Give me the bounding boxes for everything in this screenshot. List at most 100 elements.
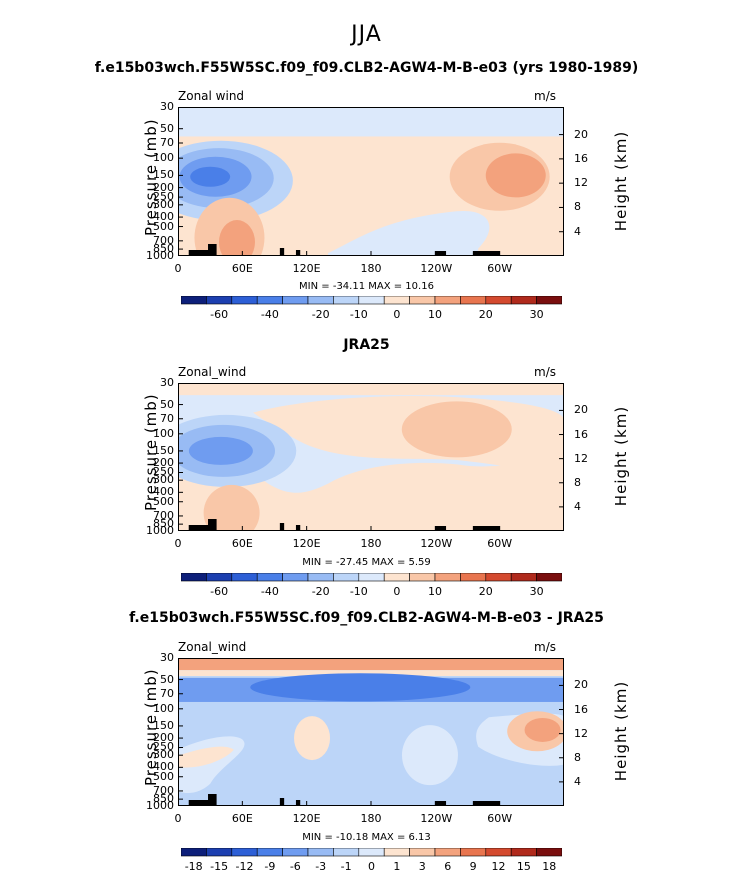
colorbar-tick-label: 20 (479, 585, 493, 598)
colorbar-tick-label: -40 (261, 585, 279, 598)
contour-region (188, 436, 253, 465)
height-tick-label: 8 (574, 750, 581, 764)
colorbar-tick-label: 10 (428, 585, 442, 598)
colorbar-tick-label: -15 (210, 860, 228, 873)
colorbar-swatch (510, 848, 537, 857)
longitude-tick-label: 120E (292, 812, 321, 825)
topography-mask (295, 800, 301, 806)
y-axis-label-pressure: Pressure (mb) (142, 117, 160, 236)
pressure-tick-label: 500 (153, 219, 174, 233)
colorbar-tick-label: -60 (210, 585, 228, 598)
colorbar-tick-label: -3 (315, 860, 326, 873)
colorbar-swatch (282, 296, 309, 305)
colorbar-tick-label: 9 (470, 860, 477, 873)
longitude-tick-label: 180 (360, 537, 382, 550)
pressure-tick-label: 30 (160, 651, 174, 664)
panel-3-min-max: MIN = -10.18 MAX = 6.13 (302, 832, 431, 843)
contour-region (178, 746, 234, 768)
panel-2-units: m/s (534, 365, 556, 379)
colorbar-swatch (231, 848, 258, 857)
topography-mask (472, 801, 500, 806)
colorbar-swatch (460, 296, 487, 305)
colorbar-swatch (485, 848, 512, 857)
panel-1-variable-label: Zonal wind (178, 89, 245, 103)
colorbar-swatch (181, 573, 207, 582)
colorbar-tick-label: 1 (393, 860, 400, 873)
colorbar-tick-label: -10 (350, 585, 368, 598)
colorbar-swatch (358, 848, 385, 857)
y-axis-label-pressure: Pressure (mb) (142, 393, 160, 511)
colorbar-swatch (510, 573, 537, 582)
pressure-tick-label: 700 (153, 783, 174, 797)
y-axis-label-height: Height (km) (612, 405, 630, 507)
colorbar-swatch (434, 573, 461, 582)
colorbar-swatch (307, 296, 334, 305)
pressure-tick-label: 150 (153, 443, 174, 457)
height-tick-label: 16 (574, 702, 588, 716)
y-axis-label-height: Height (km) (612, 680, 630, 782)
pressure-tick-label: 400 (153, 210, 174, 224)
colorbar-tick-label: 12 (492, 860, 506, 873)
colorbar-tick-label: 6 (444, 860, 451, 873)
colorbar-swatch (333, 848, 360, 857)
topography-mask (295, 250, 301, 256)
pressure-tick-label: 50 (160, 121, 174, 135)
height-tick-label: 4 (574, 499, 581, 513)
colorbar-swatch (536, 296, 562, 305)
y-axis-label-height: Height (km) (612, 130, 630, 231)
longitude-tick-label: 120W (420, 812, 453, 825)
colorbar-swatch (206, 573, 233, 582)
pressure-tick-label: 1000 (146, 799, 174, 812)
longitude-tick-label: 60E (231, 812, 253, 825)
colorbar-swatch (434, 848, 461, 857)
contour-region (178, 658, 564, 671)
colorbar-swatch (333, 296, 360, 305)
pressure-tick-label: 100 (153, 701, 174, 715)
pressure-tick-label: 500 (153, 769, 174, 783)
contour-region (190, 166, 231, 187)
topography-mask (188, 250, 216, 256)
pressure-tick-label: 100 (153, 426, 174, 440)
longitude-tick-label: 180 (360, 812, 382, 825)
pressure-tick-label: 1000 (146, 249, 174, 262)
contour-region (178, 454, 564, 531)
colorbar-swatch (485, 296, 512, 305)
height-tick-label: 16 (574, 151, 588, 165)
panel-3-colorbar: -18 -15 -12 -9 -6 -3 -1 0 1 3 6 9 12 15 18 (181, 848, 562, 873)
topography-mask (472, 526, 500, 531)
longitude-tick-label: 180 (360, 262, 382, 275)
colorbar-swatch (536, 573, 562, 582)
colorbar-tick-label: -1 (341, 860, 352, 873)
contour-region (178, 670, 564, 677)
longitude-tick-label: 120W (420, 262, 453, 275)
contour-region (328, 210, 490, 256)
height-tick-label: 12 (574, 176, 588, 190)
panel-1-title: f.e15b03wch.F55W5SC.f09_f09.CLB2-AGW4-M-… (94, 60, 639, 76)
longitude-tick-label: 120W (420, 537, 453, 550)
colorbar-tick-label: -60 (210, 308, 228, 321)
colorbar-tick-label: -20 (312, 308, 330, 321)
contour-region (203, 484, 260, 531)
panel-2-variable-label: Zonal_wind (178, 365, 247, 379)
panel-3-title: f.e15b03wch.F55W5SC.f09_f09.CLB2-AGW4-M-… (129, 610, 604, 626)
height-tick-label: 16 (574, 427, 588, 441)
contour-region (485, 153, 546, 198)
colorbar-swatch (358, 296, 385, 305)
topography-mask (279, 798, 285, 806)
colorbar-swatch (409, 573, 436, 582)
contour-region (401, 725, 458, 786)
colorbar-swatch (333, 573, 360, 582)
pressure-tick-label: 400 (153, 760, 174, 774)
height-tick-label: 4 (574, 774, 581, 788)
longitude-tick-label: 120E (292, 537, 321, 550)
colorbar-swatch (536, 848, 562, 857)
colorbar-swatch (409, 296, 436, 305)
colorbar-tick-label: 10 (428, 308, 442, 321)
contour-region (524, 717, 561, 742)
pressure-tick-label: 70 (160, 136, 174, 149)
pressure-tick-label: 200 (153, 731, 174, 745)
pressure-tick-label: 500 (153, 494, 174, 508)
colorbar-swatch (256, 848, 283, 857)
panel-2-colorbar: -60 -40 -20 -10 0 10 20 30 (181, 573, 562, 598)
colorbar-swatch (485, 573, 512, 582)
